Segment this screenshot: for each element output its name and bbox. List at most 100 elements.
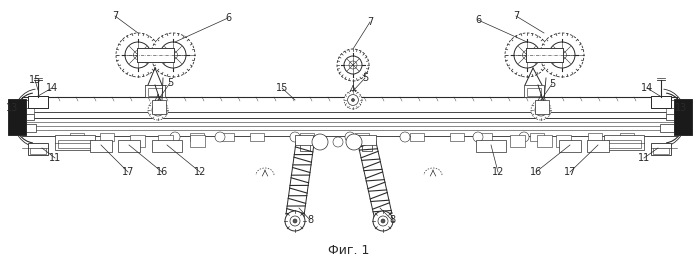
- Circle shape: [125, 42, 151, 68]
- Circle shape: [136, 53, 140, 57]
- Circle shape: [347, 95, 359, 105]
- Bar: [537, 135, 552, 147]
- Circle shape: [290, 216, 300, 226]
- Bar: [666, 108, 674, 114]
- Circle shape: [116, 33, 160, 77]
- Bar: [90, 140, 112, 152]
- Bar: [666, 100, 678, 108]
- Bar: [28, 143, 48, 155]
- Text: 13: 13: [6, 103, 18, 113]
- Circle shape: [290, 132, 300, 142]
- Bar: [70, 133, 84, 141]
- Circle shape: [519, 132, 529, 142]
- Bar: [130, 135, 145, 147]
- Text: 14: 14: [641, 83, 653, 93]
- Circle shape: [505, 33, 549, 77]
- Bar: [300, 143, 310, 151]
- Bar: [355, 133, 369, 141]
- Circle shape: [171, 53, 175, 57]
- Circle shape: [514, 42, 540, 68]
- Text: 16: 16: [530, 167, 542, 177]
- Circle shape: [473, 132, 483, 142]
- Bar: [587, 140, 609, 152]
- Bar: [362, 143, 372, 151]
- Bar: [22, 100, 34, 108]
- Circle shape: [522, 50, 531, 60]
- Bar: [620, 133, 634, 141]
- Bar: [58, 140, 92, 148]
- Bar: [674, 99, 692, 135]
- Circle shape: [351, 63, 355, 67]
- Bar: [651, 96, 671, 108]
- Circle shape: [134, 50, 143, 60]
- Bar: [476, 140, 506, 152]
- Circle shape: [540, 33, 584, 77]
- Text: 7: 7: [513, 11, 519, 21]
- Bar: [118, 140, 140, 152]
- Circle shape: [293, 219, 297, 223]
- Bar: [556, 135, 571, 147]
- Bar: [137, 48, 174, 62]
- Circle shape: [400, 132, 410, 142]
- Bar: [510, 135, 525, 147]
- Circle shape: [344, 91, 362, 109]
- Circle shape: [344, 56, 362, 74]
- Bar: [152, 100, 166, 114]
- Bar: [152, 140, 182, 152]
- Circle shape: [215, 132, 225, 142]
- Text: 5: 5: [167, 78, 173, 88]
- Bar: [559, 140, 581, 152]
- Text: 6: 6: [225, 13, 231, 23]
- Bar: [666, 114, 678, 120]
- Bar: [450, 133, 464, 141]
- Circle shape: [381, 219, 385, 223]
- Bar: [28, 96, 48, 108]
- Bar: [478, 133, 492, 141]
- Text: Фиг. 1: Фиг. 1: [329, 244, 370, 257]
- Bar: [295, 135, 313, 145]
- Bar: [527, 88, 541, 96]
- Circle shape: [157, 108, 159, 112]
- Bar: [22, 118, 677, 136]
- Circle shape: [160, 42, 186, 68]
- Bar: [22, 97, 677, 135]
- Circle shape: [345, 132, 355, 142]
- Bar: [8, 99, 26, 135]
- Circle shape: [549, 42, 575, 68]
- Bar: [651, 96, 671, 108]
- Bar: [530, 133, 544, 141]
- Bar: [410, 133, 424, 141]
- Bar: [588, 133, 602, 141]
- Bar: [28, 96, 48, 108]
- Text: 8: 8: [389, 215, 395, 225]
- Bar: [100, 133, 114, 141]
- Text: 13: 13: [675, 103, 687, 113]
- Bar: [526, 48, 563, 62]
- Bar: [22, 124, 36, 132]
- Bar: [526, 48, 563, 62]
- Circle shape: [558, 50, 566, 60]
- Circle shape: [531, 100, 551, 120]
- Circle shape: [168, 50, 178, 60]
- Circle shape: [346, 134, 362, 150]
- Text: 7: 7: [112, 11, 118, 21]
- Bar: [524, 85, 544, 97]
- Bar: [250, 133, 264, 141]
- Text: 5: 5: [362, 73, 368, 83]
- Bar: [26, 108, 34, 114]
- Bar: [220, 133, 234, 141]
- Bar: [137, 48, 174, 62]
- Bar: [190, 135, 205, 147]
- Text: 16: 16: [156, 167, 168, 177]
- Bar: [158, 135, 173, 147]
- Circle shape: [524, 53, 530, 57]
- Bar: [22, 114, 34, 120]
- Circle shape: [285, 211, 305, 231]
- Circle shape: [559, 53, 565, 57]
- Bar: [148, 88, 162, 96]
- Circle shape: [170, 132, 180, 142]
- Circle shape: [312, 134, 328, 150]
- Circle shape: [373, 211, 393, 231]
- Bar: [653, 148, 669, 154]
- Circle shape: [337, 49, 369, 81]
